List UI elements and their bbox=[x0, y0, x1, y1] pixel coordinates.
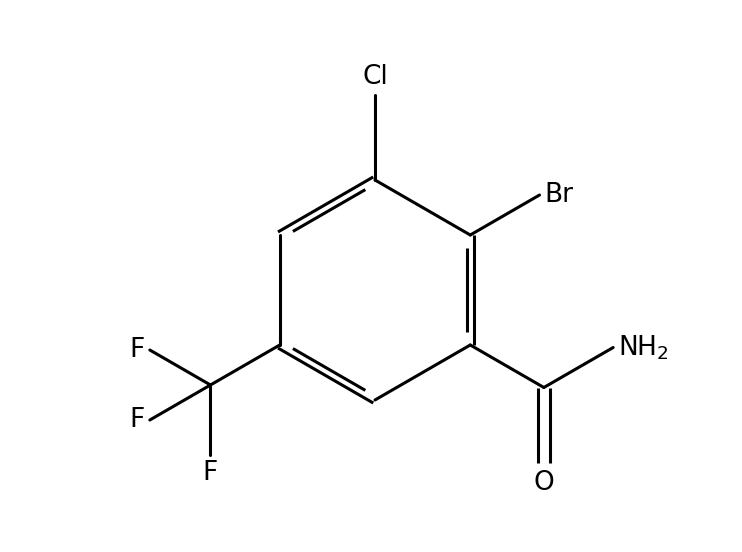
Text: Br: Br bbox=[545, 182, 574, 208]
Text: NH$_2$: NH$_2$ bbox=[618, 333, 669, 362]
Text: F: F bbox=[130, 407, 145, 433]
Text: Cl: Cl bbox=[362, 64, 388, 90]
Text: F: F bbox=[203, 460, 218, 486]
Text: F: F bbox=[130, 337, 145, 363]
Text: O: O bbox=[533, 470, 554, 496]
